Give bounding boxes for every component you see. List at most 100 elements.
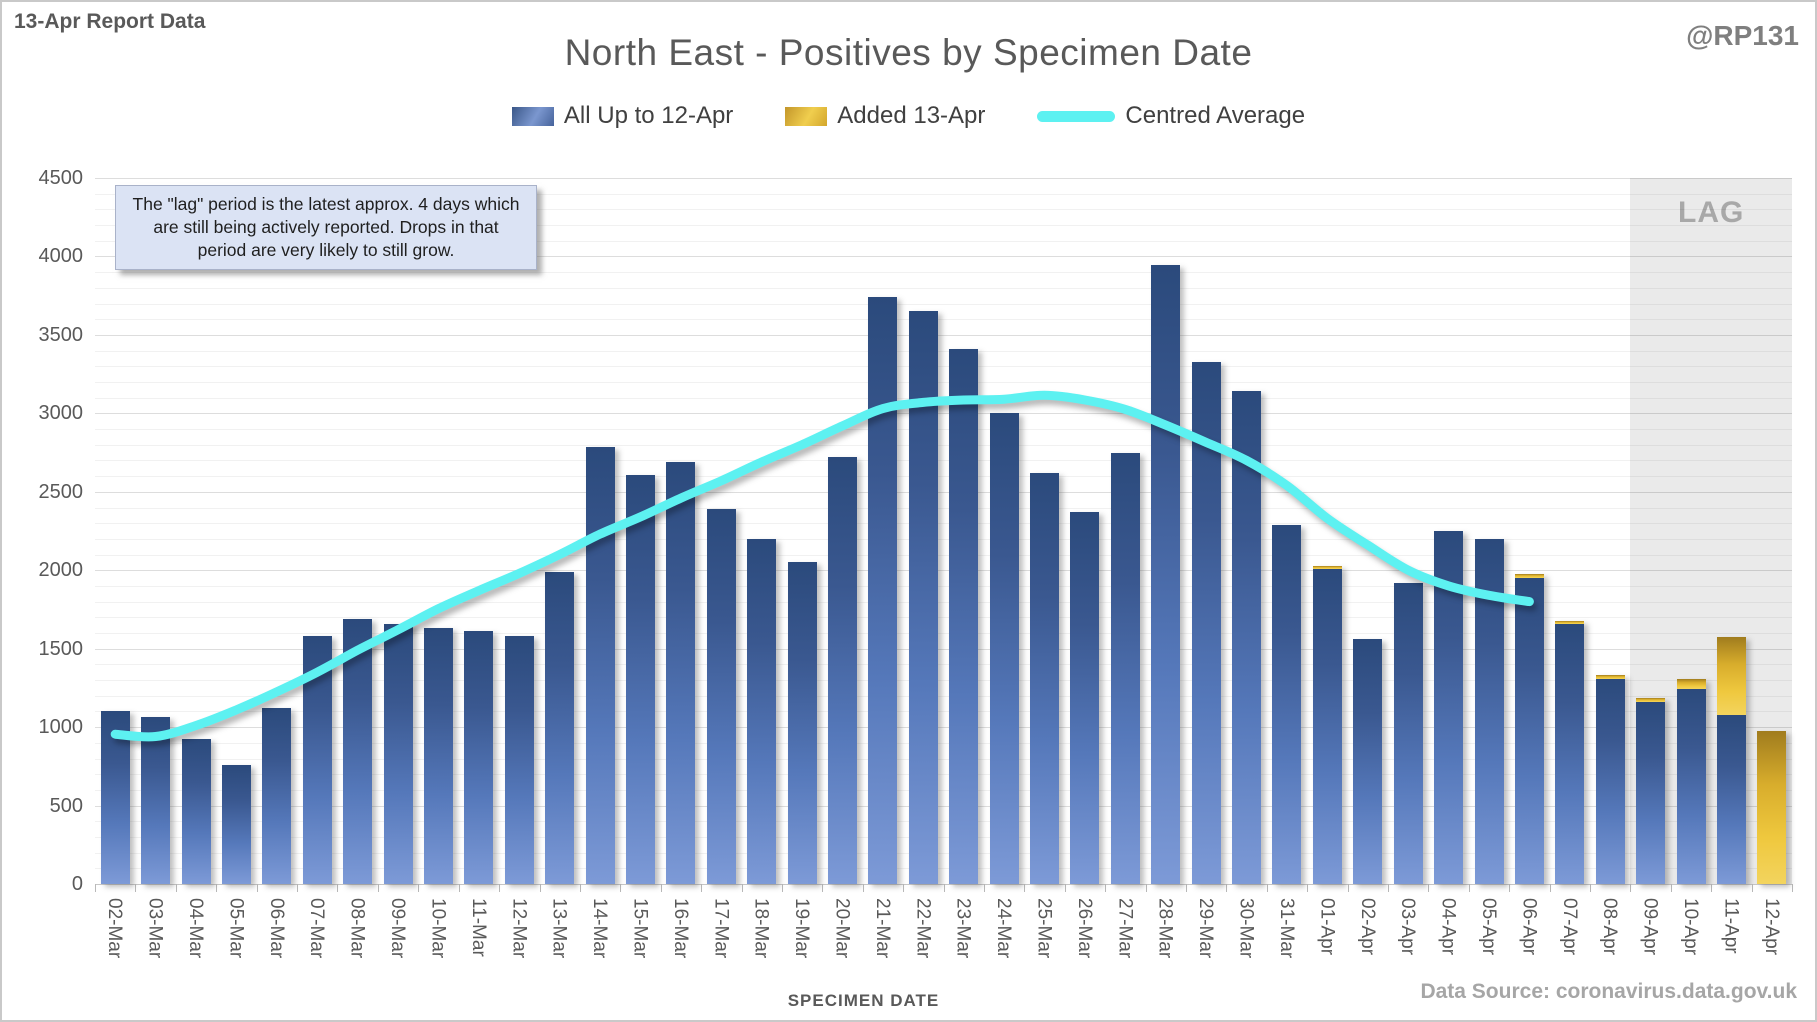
- bar-segment-up-to-12apr: [1636, 702, 1666, 884]
- x-axis-tick-label: 11-Apr: [1720, 898, 1742, 954]
- bar-18-Mar: [747, 538, 777, 884]
- bar-segment-up-to-12apr: [787, 562, 817, 884]
- minor-gridline: [95, 601, 1792, 603]
- minor-gridline: [95, 350, 1792, 352]
- x-axis-tick: [1711, 884, 1713, 892]
- x-axis-tick-label: 05-Apr: [1477, 898, 1499, 956]
- bar-segment-up-to-12apr: [949, 349, 979, 884]
- x-axis-tick-label: 08-Mar: [346, 898, 368, 959]
- x-axis-tick-label: 06-Apr: [1518, 898, 1540, 956]
- legend-item-added: Added 13-Apr: [785, 102, 985, 130]
- x-axis-tick: [297, 884, 298, 892]
- minor-gridline: [95, 460, 1792, 462]
- bar-02-Apr: [1353, 639, 1383, 884]
- minor-gridline: [95, 664, 1792, 666]
- bar-segment-up-to-12apr: [221, 764, 251, 884]
- y-axis-tick-label: 3500: [38, 323, 84, 346]
- legend-item-all-up-to: All Up to 12-Apr: [511, 102, 733, 130]
- minor-gridline: [95, 382, 1792, 383]
- bar-04-Mar: [181, 738, 211, 884]
- minor-gridline: [95, 538, 1792, 540]
- bar-17-Mar: [706, 509, 736, 884]
- x-axis-tick-label: 10-Apr: [1679, 898, 1701, 956]
- bar-15-Mar: [626, 474, 655, 884]
- bar-10-Apr: [1676, 678, 1706, 884]
- minor-gridline: [95, 680, 1792, 681]
- x-axis-tick-label: 12-Mar: [508, 898, 530, 959]
- x-axis-tick: [943, 884, 945, 892]
- minor-gridline: [95, 209, 1792, 211]
- bar-16-Mar: [666, 462, 696, 884]
- major-gridline: [95, 256, 1792, 258]
- gold-bar-swatch-icon: [785, 106, 828, 126]
- major-gridline: [95, 178, 1792, 179]
- y-axis-tick-label: 2000: [38, 559, 84, 582]
- bar-09-Mar: [383, 623, 413, 884]
- x-axis-tick: [741, 884, 743, 892]
- x-axis-tick-label: 09-Mar: [387, 898, 409, 959]
- bar-30-Mar: [1232, 391, 1261, 884]
- minor-gridline: [95, 742, 1792, 744]
- x-axis-tick: [903, 884, 905, 892]
- major-gridline: [95, 727, 1792, 729]
- bar-segment-added-13apr: [1312, 565, 1342, 569]
- y-axis-tick-label: 0: [71, 873, 83, 895]
- bar-segment-up-to-12apr: [1232, 391, 1261, 884]
- minor-gridline: [95, 193, 1792, 195]
- x-axis-tick: [1670, 884, 1672, 892]
- x-axis-tick: [1105, 884, 1107, 892]
- bar-11-Mar: [464, 630, 494, 884]
- bar-segment-up-to-12apr: [1716, 715, 1746, 884]
- bar-19-Mar: [787, 562, 817, 884]
- bar-segment-up-to-12apr: [585, 447, 615, 884]
- x-axis-tick-label: 16-Mar: [669, 898, 691, 959]
- lag-region-label: LAG: [1678, 196, 1745, 229]
- x-axis-tick-label: 10-Mar: [427, 898, 449, 959]
- x-axis-tick: [539, 884, 541, 892]
- bar-segment-up-to-12apr: [1151, 265, 1181, 884]
- minor-gridline: [95, 758, 1792, 760]
- bar-10-Mar: [423, 627, 453, 884]
- x-axis-tick-label: 20-Mar: [831, 898, 853, 959]
- bar-segment-up-to-12apr: [343, 618, 373, 884]
- bar-segment-added-13apr: [1555, 621, 1585, 625]
- x-axis-tick-label: 25-Mar: [1033, 898, 1055, 959]
- minor-gridline: [95, 774, 1792, 776]
- minor-gridline: [95, 444, 1792, 446]
- x-axis-tick-label: 01-Apr: [1316, 898, 1338, 956]
- x-axis-tick-label: 02-Mar: [104, 898, 126, 959]
- x-axis-tick: [822, 884, 824, 892]
- minor-gridline: [95, 225, 1792, 227]
- x-axis-tick: [499, 884, 500, 892]
- bar-28-Mar: [1151, 265, 1181, 884]
- x-axis-tick-label: 09-Apr: [1639, 898, 1661, 956]
- minor-gridline: [95, 429, 1792, 430]
- x-axis-tick-label: 12-Apr: [1760, 898, 1782, 956]
- plot-area: LAG 0 500 1000 1500 2000 2500 3000 3500 4000 4500: [39, 167, 1793, 895]
- x-axis-tick: [1751, 884, 1753, 892]
- major-gridline: [95, 805, 1792, 807]
- x-axis-tick-label: 11-Mar: [467, 898, 489, 957]
- y-axis-tick-label: 4000: [38, 245, 84, 268]
- bar-23-Mar: [949, 349, 979, 884]
- x-axis-tick-label: 30-Mar: [1235, 898, 1257, 959]
- minor-gridline: [95, 507, 1792, 509]
- bar-segment-up-to-12apr: [1312, 568, 1342, 884]
- x-axis-tick-label: 31-Mar: [1275, 898, 1297, 959]
- x-axis-tick-label: 13-Mar: [548, 898, 570, 959]
- bar-07-Apr: [1555, 621, 1585, 884]
- bar-segment-up-to-12apr: [1272, 524, 1302, 884]
- minor-gridline: [95, 287, 1792, 289]
- x-axis-title: SPECIMEN DATE: [787, 991, 940, 1010]
- bar-segment-up-to-12apr: [262, 708, 292, 884]
- bar-06-Mar: [262, 708, 292, 884]
- x-axis-tick-label: 19-Mar: [791, 898, 813, 959]
- x-axis-tick: [458, 884, 460, 892]
- bar-21-Mar: [868, 296, 898, 884]
- minor-gridline: [95, 789, 1792, 791]
- x-axis-tick: [701, 884, 703, 892]
- author-handle: @RP131: [1686, 20, 1799, 51]
- minor-gridline: [95, 711, 1792, 713]
- bar-segment-up-to-12apr: [1676, 688, 1706, 884]
- bar-segment-up-to-12apr: [423, 627, 453, 884]
